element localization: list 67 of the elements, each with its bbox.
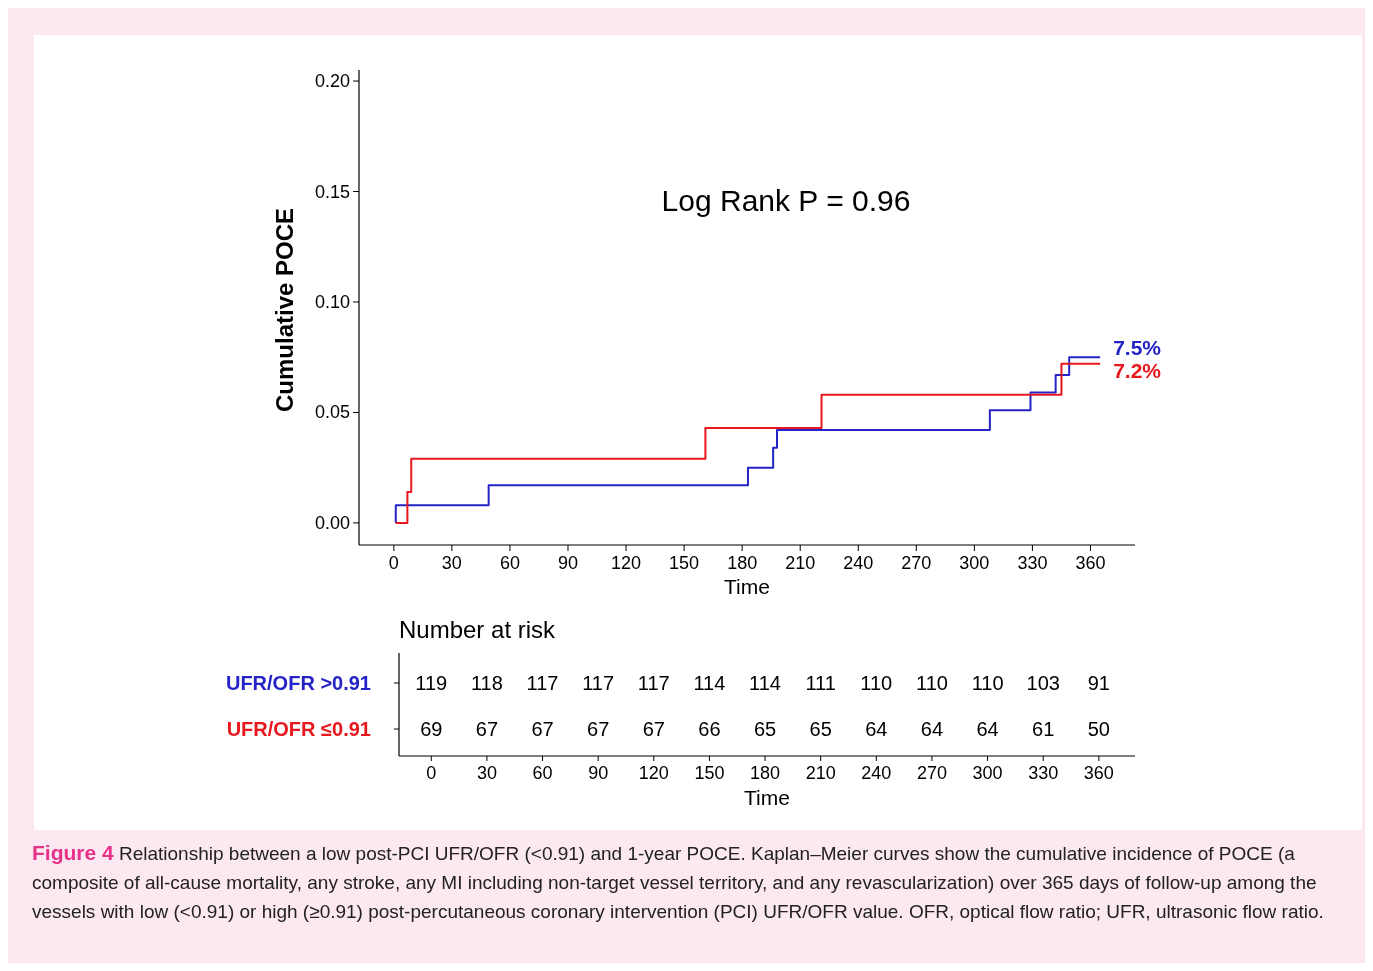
- x-tick-label: 300: [972, 763, 1003, 783]
- x-tick-label: 90: [588, 763, 609, 783]
- data-label: 67: [642, 718, 665, 740]
- annotation: Log Rank P = 0.96: [661, 184, 911, 217]
- x-tick-label: 150: [669, 553, 700, 573]
- data-label: 65: [753, 718, 777, 740]
- x-tick-label: 240: [843, 553, 874, 573]
- data-label: 111: [805, 672, 836, 694]
- data-label: 114: [749, 672, 781, 694]
- x-tick-label: 150: [694, 763, 725, 783]
- x-tick-label: 270: [916, 763, 947, 783]
- data-label: 110: [860, 672, 893, 694]
- x-tick-label: 330: [1028, 763, 1059, 783]
- data-label: 119: [415, 672, 448, 694]
- data-label: 114: [693, 672, 726, 694]
- x-tick-label: 30: [441, 553, 462, 573]
- data-label: 64: [920, 718, 944, 740]
- x-tick-label: 180: [727, 553, 758, 573]
- x-tick-label: 360: [1083, 763, 1114, 783]
- y-tick-label: 0.15: [314, 181, 350, 202]
- x-tick-label: 270: [901, 553, 932, 573]
- x-tick-label: 180: [750, 763, 781, 783]
- data-label: 69: [420, 718, 443, 740]
- x-tick-label: 60: [499, 553, 520, 573]
- x-axis-title: Time: [724, 575, 770, 598]
- x-tick-label: 330: [1017, 553, 1048, 573]
- x-tick-label: 240: [861, 763, 892, 783]
- data-label: 66: [698, 718, 721, 740]
- data-label: 65: [809, 718, 832, 740]
- caption: Figure 4 Relationship between a low post-PCI UFR/OFR (<0.91) and 1-year POCE. Kaplan–Meier curves show the cumulative incidence of POCE (a composite of all-cause mortality, any stroke, any MI including non-target vessel territory, and any revascularization) over 365 days of follow-up among the vessels with low (<0.91) or high (≥0.91) post-percutaneous coronary intervention (PCI) UFR/OFR value. OFR, optical flow ratio; UFR, ultrasonic flow ratio.: [32, 841, 1324, 922]
- x-tick-label: 120: [638, 763, 669, 783]
- data-label: 117: [637, 672, 670, 694]
- data-label: 117: [582, 672, 615, 694]
- data-label: 61: [1032, 718, 1055, 740]
- x-tick-label: 360: [1075, 553, 1106, 573]
- x-tick-label: 300: [959, 553, 990, 573]
- x-tick-label: 0: [388, 553, 399, 573]
- y-tick-label: 0.05: [314, 402, 350, 423]
- y-tick-label: UFR/OFR ≤0.91: [226, 718, 371, 740]
- annotation: 7.5%: [1113, 336, 1162, 360]
- x-tick-label: 30: [476, 763, 497, 783]
- data-label: 67: [587, 718, 610, 740]
- y-tick-label: 0.10: [314, 291, 350, 312]
- data-label: 67: [475, 718, 499, 740]
- chart-title: Number at risk: [399, 616, 557, 643]
- annotation: 7.2%: [1113, 358, 1162, 382]
- y-axis-title: Cumulative POCE: [271, 207, 298, 413]
- y-tick-label: 0.00: [314, 512, 350, 533]
- x-tick-label: 210: [805, 763, 836, 783]
- x-tick-label: 210: [785, 553, 816, 573]
- data-label: 91: [1087, 672, 1110, 694]
- data-label: 110: [916, 672, 948, 694]
- data-label: 117: [526, 672, 559, 694]
- data-label: 118: [470, 672, 503, 694]
- x-tick-label: 120: [611, 553, 642, 573]
- data-label: 67: [531, 718, 554, 740]
- data-label: 64: [976, 718, 999, 740]
- x-tick-label: 0: [426, 763, 437, 783]
- data-label: 50: [1087, 718, 1110, 740]
- y-tick-label: UFR/OFR >0.91: [225, 672, 371, 694]
- data-label: 110: [971, 672, 1004, 694]
- x-tick-label: 60: [532, 763, 553, 783]
- x-tick-label: 90: [557, 553, 579, 573]
- x-axis-title: Time: [744, 786, 790, 809]
- data-label: 103: [1026, 672, 1060, 694]
- y-tick-label: 0.20: [314, 71, 350, 92]
- data-label: 64: [865, 718, 888, 740]
